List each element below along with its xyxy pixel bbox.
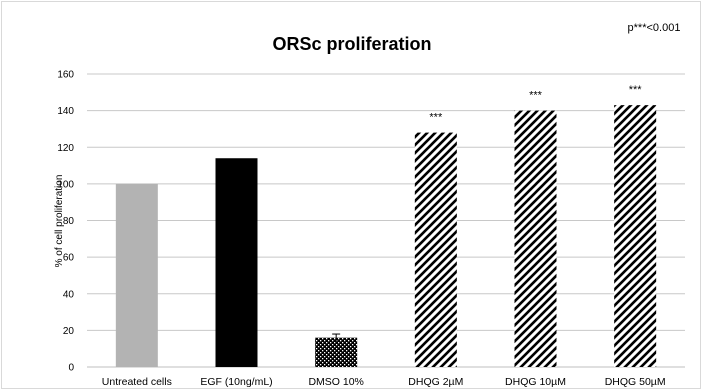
x-tick-label: EGF (10ng/mL) [200, 376, 272, 388]
y-tick-labels: 0 20 40 60 80 100 120 140 160 [57, 70, 74, 374]
x-tick-label: DHQG 10µM [505, 376, 566, 388]
significance-markers: *** *** *** [429, 84, 642, 123]
bar-5 [514, 110, 557, 367]
x-tick-labels: Untreated cells EGF (10ng/mL) DMSO 10% DHQG… [102, 376, 666, 388]
bar-1 [115, 183, 158, 367]
y-axis-label: % of cell proliferation [54, 175, 65, 268]
y-tick-label: 100 [57, 179, 74, 190]
bar-2 [215, 158, 258, 367]
gridlines [87, 73, 685, 368]
bar-3 [315, 337, 358, 367]
y-tick-label: 120 [57, 143, 74, 154]
y-tick-label: 0 [68, 363, 74, 374]
x-tick-label: DHQG 50µM [605, 376, 666, 388]
y-tick-label: 160 [57, 70, 74, 81]
y-tick-label: 40 [63, 289, 75, 300]
significance-marker: *** [429, 112, 443, 124]
bar-6 [614, 105, 657, 367]
x-tick-label: Untreated cells [102, 376, 172, 388]
bars [115, 105, 657, 367]
y-tick-label: 140 [57, 106, 74, 117]
significance-note: p***<0.001 [628, 22, 681, 34]
y-tick-label: 20 [63, 326, 75, 337]
chart-title: ORSc proliferation [272, 34, 431, 54]
significance-marker: *** [529, 90, 543, 102]
x-tick-label: DHQG 2µM [408, 376, 463, 388]
significance-marker: *** [629, 84, 643, 96]
bar-4 [414, 132, 457, 367]
y-tick-label: 80 [63, 216, 75, 227]
x-tick-label: DMSO 10% [308, 376, 363, 388]
y-tick-label: 60 [63, 253, 75, 264]
